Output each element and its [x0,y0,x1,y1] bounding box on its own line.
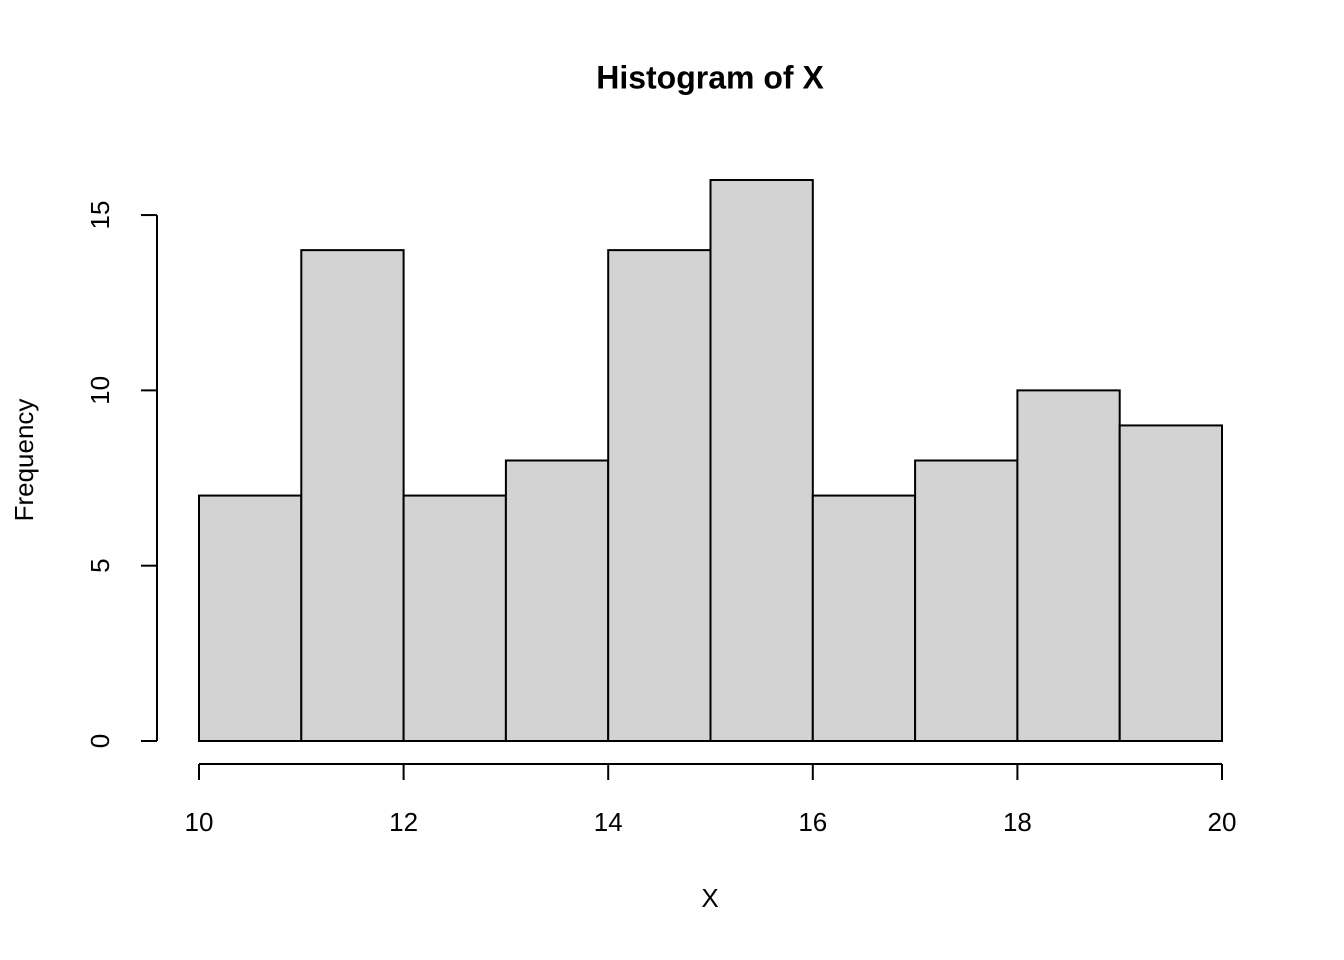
y-tick-label: 10 [85,376,115,405]
x-tick-label: 16 [798,807,827,837]
bar [198,494,303,742]
y-tick-label: 5 [85,558,115,572]
bar [914,459,1019,742]
bar [811,494,917,742]
y-tick-label: 0 [85,734,115,748]
bar [709,179,814,742]
bar [1118,424,1223,742]
x-tick-label: 18 [1003,807,1032,837]
x-tick-label: 12 [389,807,418,837]
y-tick-label: 15 [85,201,115,230]
bar [402,494,507,742]
bar [300,249,405,742]
chart-title: Histogram of X [596,59,824,95]
x-tick-label: 10 [185,807,214,837]
x-axis-label: X [701,883,718,913]
bar [607,249,712,742]
x-tick-label: 20 [1208,807,1237,837]
x-tick-label: 14 [594,807,623,837]
bar [1016,389,1121,742]
y-axis-label: Frequency [9,399,39,522]
bar [504,459,610,742]
